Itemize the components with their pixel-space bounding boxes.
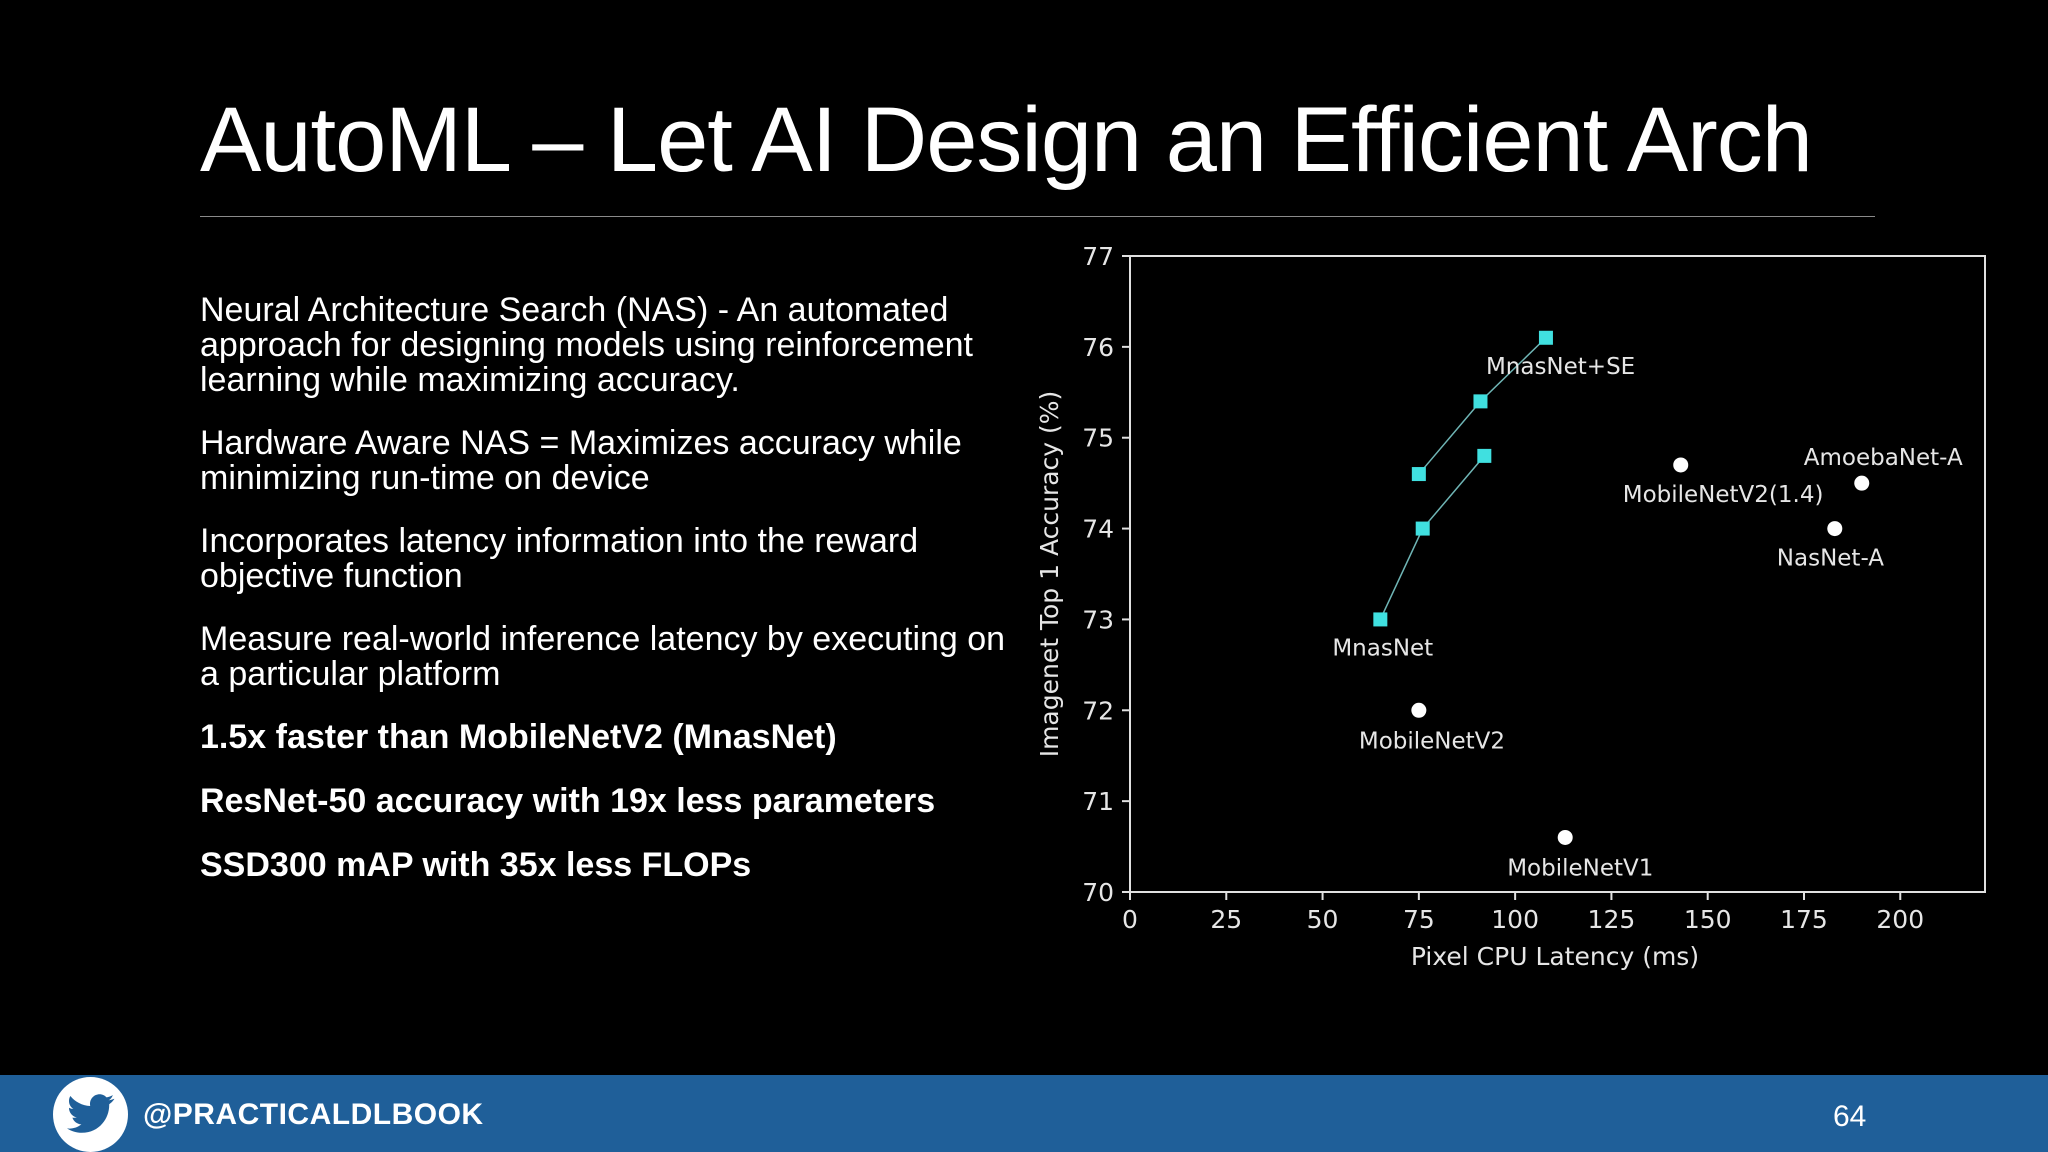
y-axis-label: Imagenet Top 1 Accuracy (%) (1035, 391, 1064, 758)
bullet-item: Neural Architecture Search (NAS) - An au… (200, 291, 974, 399)
x-tick-label: 175 (1780, 905, 1828, 934)
plot-border (1129, 255, 1986, 893)
point-annotation: MobileNetV1 (1507, 855, 1653, 881)
axis-ticks: 0 25 50 75 100 125 150 175 200 70 71 72 73 74 75 76 77 (1082, 242, 1924, 934)
circle-marker (1673, 457, 1689, 473)
twitter-bird-icon (67, 1094, 115, 1133)
point-annotation: MobileNetV2(1.4) (1623, 482, 1824, 508)
point-annotation: NasNet-A (1777, 546, 1884, 572)
x-tick-label: 200 (1876, 905, 1924, 934)
bullet-list: Neural Architecture Search (NAS) - An au… (200, 293, 1020, 912)
square-marker (1477, 448, 1492, 463)
page-number: 64 (1833, 1100, 1867, 1133)
footer-bar (0, 1075, 2048, 1152)
slide-title: AutoML – Let AI Design an Efficient Arch (200, 89, 1813, 191)
bullet-item: Hardware Aware NAS = Maximizes accuracy … (200, 424, 962, 497)
x-tick-label: 0 (1122, 905, 1138, 934)
x-tick-label: 50 (1307, 905, 1339, 934)
bullet-item-bold: ResNet-50 accuracy with 19x less paramet… (200, 782, 936, 820)
point-annotation: AmoebaNet-A (1804, 445, 1963, 471)
x-tick-label: 75 (1403, 905, 1435, 934)
circle-marker (1557, 829, 1573, 845)
twitter-handle[interactable]: @PRACTICALDLBOOK (143, 1098, 484, 1131)
y-tick-label: 70 (1082, 878, 1114, 907)
square-marker (1373, 612, 1388, 627)
bullet-item: Measure real-world inference latency by … (200, 620, 1006, 693)
series-lines (1379, 337, 1547, 620)
circle-marker (1827, 521, 1843, 537)
y-tick-label: 75 (1082, 424, 1114, 453)
twitter-badge (53, 1077, 128, 1152)
square-marker (1411, 467, 1426, 482)
scatter-chart: 0 25 50 75 100 125 150 175 200 70 71 72 73 74 75 76 77 M… (1035, 242, 1986, 971)
x-tick-label: 150 (1684, 905, 1732, 934)
x-tick-label: 100 (1491, 905, 1539, 934)
y-tick-label: 71 (1082, 787, 1114, 816)
square-marker (1538, 330, 1553, 345)
bullet-item-bold: SSD300 mAP with 35x less FLOPs (200, 846, 752, 884)
bullet-item-bold: 1.5x faster than MobileNetV2 (MnasNet) (200, 718, 837, 756)
plot-frame (1129, 255, 1986, 893)
point-annotation: MnasNet (1332, 635, 1433, 661)
square-marker (1415, 521, 1430, 536)
title-divider (200, 216, 1875, 217)
circle-marker (1854, 475, 1870, 491)
circle-marker (1411, 702, 1427, 718)
point-annotation: MobileNetV2 (1359, 728, 1505, 754)
series-line (1379, 455, 1485, 620)
x-tick-label: 125 (1588, 905, 1636, 934)
square-marker (1473, 394, 1488, 409)
y-tick-label: 76 (1082, 333, 1114, 362)
point-labels: MnasNet MnasNet+SE MobileNetV2 MobileNetV1 M… (1332, 354, 1963, 882)
bullet-item: Incorporates latency information into th… (200, 522, 919, 595)
y-tick-label: 77 (1082, 242, 1114, 271)
y-tick-label: 74 (1082, 515, 1114, 544)
data-points (1373, 330, 1870, 845)
x-tick-label: 25 (1210, 905, 1242, 934)
point-annotation: MnasNet+SE (1486, 354, 1635, 380)
y-tick-label: 72 (1082, 696, 1114, 725)
y-tick-label: 73 (1082, 605, 1114, 634)
x-axis-label: Pixel CPU Latency (ms) (1411, 942, 1699, 971)
